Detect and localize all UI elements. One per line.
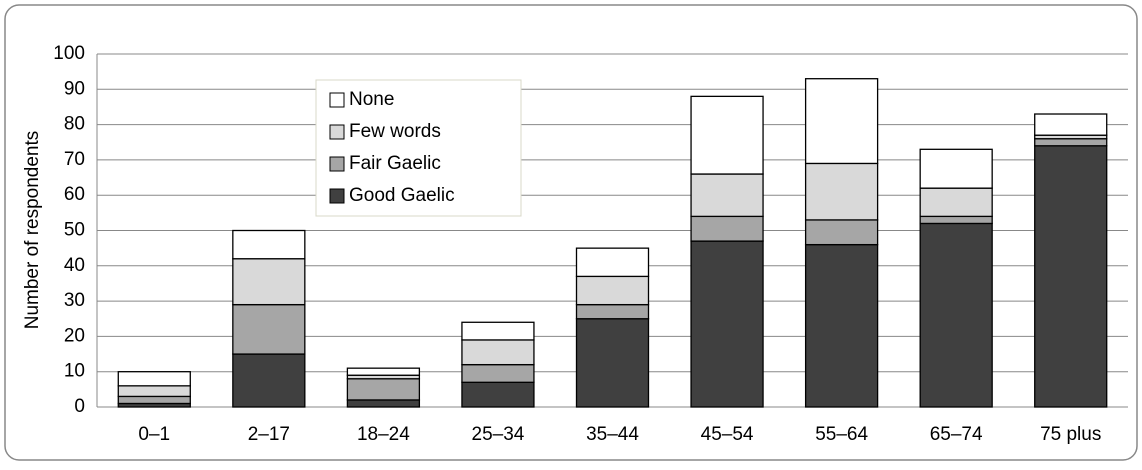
- bar-segment: [804, 78, 879, 165]
- legend-swatch: [329, 188, 345, 204]
- bar-segment: [575, 318, 650, 408]
- bar-segment: [1034, 145, 1108, 408]
- bar-segment: [117, 371, 191, 387]
- y-tick-label: 60: [64, 184, 85, 205]
- bar-segment: [575, 275, 650, 306]
- bar-segment: [232, 353, 306, 408]
- y-tick-label: 40: [64, 255, 85, 276]
- bar-segment: [919, 148, 993, 189]
- legend-label: Fair Gaelic: [349, 153, 441, 174]
- y-tick-label: 90: [64, 78, 85, 99]
- legend-swatch: [329, 156, 345, 172]
- bar-segment: [804, 219, 879, 246]
- x-tick-label: 35–44: [586, 424, 639, 445]
- x-tick-label: 65–74: [930, 424, 983, 445]
- bar-segment: [346, 399, 421, 408]
- y-tick-label: 50: [64, 220, 85, 241]
- y-tick-label: 0: [74, 396, 85, 417]
- x-tick-label: 25–34: [472, 424, 525, 445]
- bar-segment: [575, 247, 650, 278]
- bar-segment: [232, 303, 306, 355]
- bar-segment: [690, 173, 764, 218]
- legend-label: None: [349, 89, 394, 110]
- legend-box: [315, 79, 522, 217]
- bar-segment: [461, 339, 535, 366]
- bar-segment: [117, 385, 191, 398]
- x-tick-label: 0–1: [138, 424, 170, 445]
- y-tick-label: 30: [64, 290, 85, 311]
- bar-segment: [690, 215, 764, 242]
- y-tick-label: 10: [64, 361, 85, 382]
- legend-label: Good Gaelic: [349, 185, 455, 206]
- bar-segment: [461, 321, 535, 341]
- x-tick-label: 2–17: [248, 424, 290, 445]
- x-tick-label: 75 plus: [1040, 424, 1101, 445]
- y-tick-label: 70: [64, 149, 85, 170]
- y-tick-label: 80: [64, 114, 85, 135]
- bar-segment: [1034, 113, 1108, 136]
- bar-segment: [919, 187, 993, 218]
- bar-segment: [1034, 138, 1108, 147]
- bar-segment: [232, 258, 306, 306]
- bar-segment: [919, 215, 993, 225]
- y-axis-title: Number of respondents: [22, 131, 43, 330]
- bar-segment: [690, 240, 764, 408]
- bar-segment: [804, 243, 879, 408]
- x-tick-label: 45–54: [701, 424, 754, 445]
- x-tick-label: 18–24: [357, 424, 410, 445]
- bar-segment: [232, 229, 306, 260]
- bar-segment: [575, 303, 650, 320]
- y-tick-label: 20: [64, 325, 85, 346]
- legend-label: Few words: [349, 121, 441, 142]
- y-tick-label: 100: [53, 43, 85, 64]
- bar-segment: [346, 367, 421, 376]
- bar-segment: [919, 222, 993, 408]
- bar-segment: [690, 95, 764, 175]
- bar-segment: [461, 381, 535, 408]
- bar-segment: [346, 378, 421, 401]
- bar-segment: [804, 162, 879, 221]
- legend-swatch: [329, 92, 345, 108]
- x-tick-label: 55–64: [815, 424, 868, 445]
- legend-swatch: [329, 124, 345, 140]
- bar-segment: [117, 395, 191, 405]
- bar-segment: [461, 363, 535, 383]
